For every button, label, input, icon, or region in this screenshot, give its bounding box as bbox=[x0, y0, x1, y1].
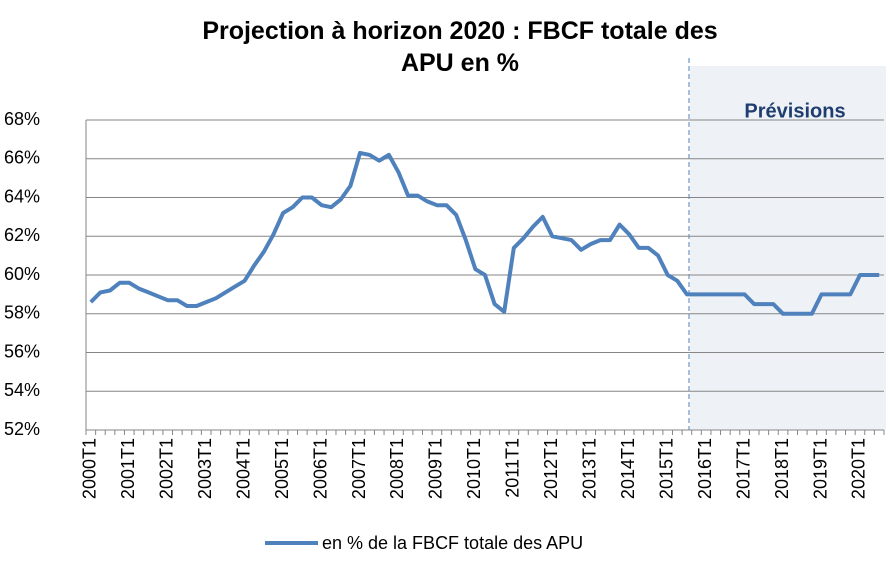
x-tick-label: 2000T1 bbox=[80, 438, 100, 499]
x-tick-label: 2013T1 bbox=[580, 438, 600, 499]
y-tick-label: 64% bbox=[4, 186, 40, 206]
y-tick-label: 62% bbox=[4, 225, 40, 245]
x-tick-label: 2019T1 bbox=[810, 438, 830, 499]
x-tick-label: 2020T1 bbox=[849, 438, 869, 499]
x-tick-label: 2001T1 bbox=[118, 438, 138, 499]
x-tick-label: 2008T1 bbox=[387, 438, 407, 499]
forecast-shading bbox=[690, 66, 886, 430]
x-tick-label: 2017T1 bbox=[733, 438, 753, 499]
x-tick-label: 2014T1 bbox=[618, 438, 638, 499]
y-tick-label: 56% bbox=[4, 341, 40, 361]
forecast-label: Prévisions bbox=[744, 100, 845, 122]
y-tick-label: 60% bbox=[4, 264, 40, 284]
x-tick-label: 2009T1 bbox=[426, 438, 446, 499]
data-line bbox=[89, 150, 880, 316]
x-tick-label: 2015T1 bbox=[656, 438, 676, 499]
x-tick-label: 2012T1 bbox=[541, 438, 561, 499]
chart-title: Projection à horizon 2020 : FBCF totale … bbox=[202, 17, 717, 77]
legend-label: en % de la FBCF totale des APU bbox=[322, 533, 583, 553]
y-tick-label: 54% bbox=[4, 380, 40, 400]
y-tick-label: 52% bbox=[4, 419, 40, 439]
x-tick-label: 2016T1 bbox=[695, 438, 715, 499]
x-tick-label: 2004T1 bbox=[233, 438, 253, 499]
x-tick-label: 2018T1 bbox=[772, 438, 792, 499]
x-tick-label: 2007T1 bbox=[349, 438, 369, 499]
x-tick-label: 2010T1 bbox=[464, 438, 484, 499]
x-tick-label: 2006T1 bbox=[310, 438, 330, 499]
x-tick-label: 2011T1 bbox=[503, 438, 523, 498]
y-tick-label: 58% bbox=[4, 303, 40, 323]
y-tick-label: 68% bbox=[4, 109, 40, 129]
x-tick-label: 2002T1 bbox=[156, 438, 176, 499]
x-tick-label: 2003T1 bbox=[195, 438, 215, 499]
x-tick-label: 2005T1 bbox=[272, 438, 292, 499]
y-tick-label: 66% bbox=[4, 148, 40, 168]
